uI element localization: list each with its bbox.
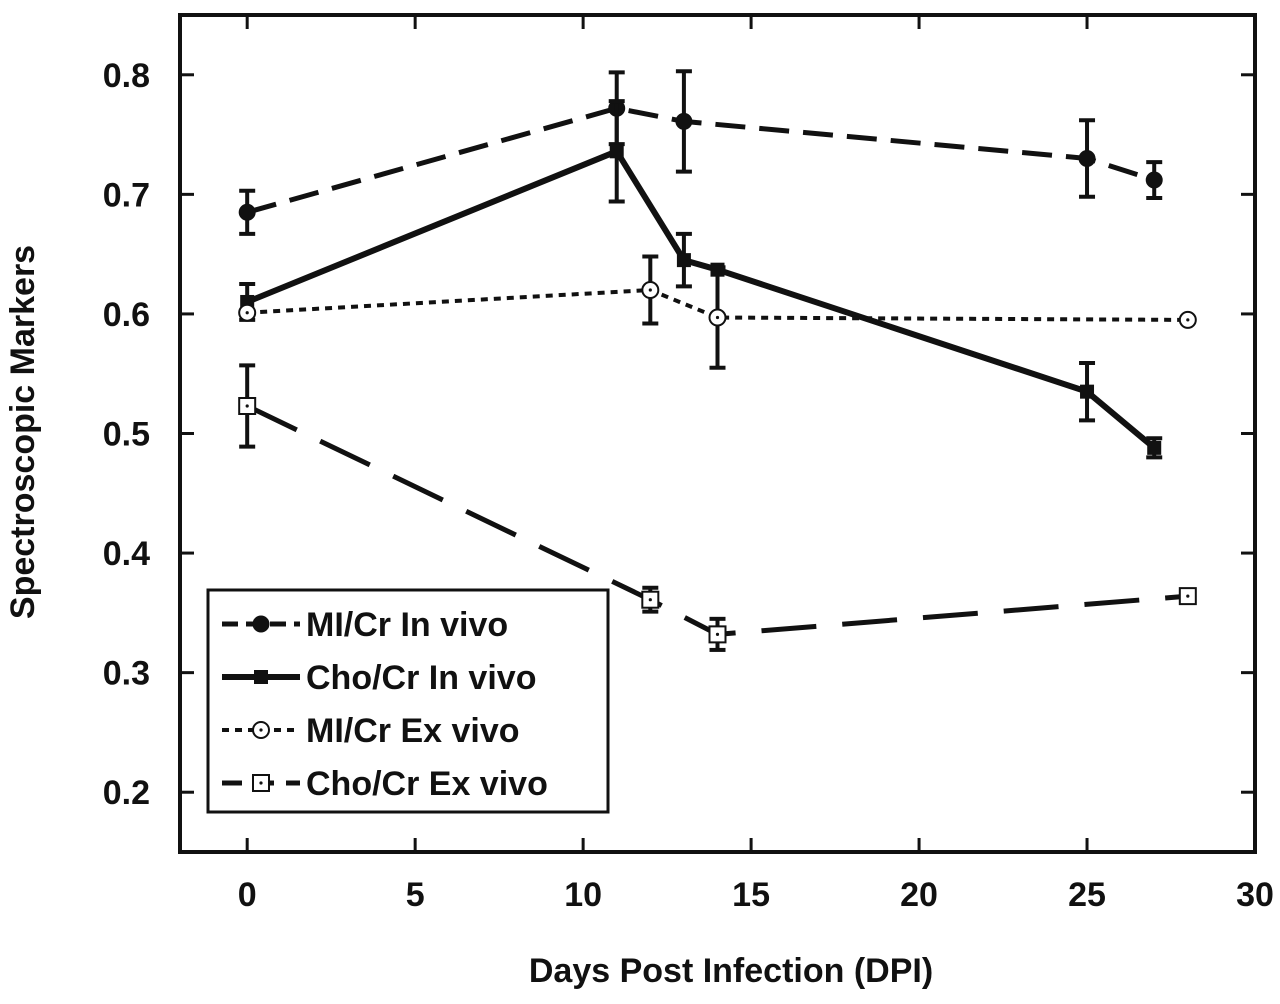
series-layer (238, 69, 1197, 652)
x-tick-label-4: 20 (900, 876, 938, 914)
data-point-1-4 (1080, 384, 1095, 399)
series-3 (238, 363, 1197, 652)
x-tick-label-0: 0 (238, 876, 257, 914)
data-point-2-1 (641, 281, 660, 300)
x-tick-label-3: 15 (732, 876, 770, 914)
legend-marker-0 (252, 615, 270, 633)
data-point-1-1 (609, 144, 624, 159)
x-axis-title: Days Post Infection (DPI) (529, 952, 933, 990)
data-point-3-3 (1178, 587, 1197, 606)
data-point-3-1 (641, 590, 660, 609)
data-point-3-2-dot (715, 632, 720, 636)
y-tick-label-2: 0.4 (103, 535, 150, 573)
x-tick-label-5: 25 (1068, 876, 1106, 914)
x-tick-label-2: 10 (564, 876, 602, 914)
legend-marker-3 (252, 774, 270, 792)
legend-box (206, 588, 610, 814)
data-point-2-0 (238, 303, 257, 322)
data-point-2-1-dot (648, 288, 652, 292)
legend-label-3: Cho/Cr Ex vivo (306, 765, 548, 803)
data-point-3-1-dot (648, 598, 652, 602)
data-point-3-0-dot (245, 404, 249, 408)
y-tick-label-6: 0.8 (103, 57, 150, 95)
series-line-1 (246, 148, 1157, 451)
data-point-2-0-dot (245, 311, 249, 315)
y-tick-label-1: 0.3 (103, 655, 150, 693)
data-point-2-3 (1178, 310, 1197, 329)
x-tick-label-6: 30 (1236, 876, 1274, 914)
data-point-0-4 (1145, 171, 1163, 189)
data-point-3-0 (238, 396, 257, 415)
y-tick-label-5: 0.7 (103, 176, 150, 214)
data-point-2-3-dot (1186, 318, 1190, 322)
legend-marker-1 (254, 670, 268, 684)
data-point-3-2 (708, 625, 727, 644)
axis-ticks: 0 5 10 15 20 25 30 0.2 0.3 0.4 0.5 0.6 0.7 0.8 (103, 15, 1274, 914)
y-tick-label-0: 0.2 (103, 774, 150, 812)
data-point-0-0 (238, 203, 256, 221)
legend-label-1: Cho/Cr In vivo (306, 659, 536, 697)
legend-label-2: MI/Cr Ex vivo (306, 712, 520, 750)
y-tick-label-3: 0.5 (103, 416, 150, 454)
data-point-2-2-dot (715, 315, 720, 320)
series-line-2 (247, 288, 1188, 322)
data-point-0-2 (675, 112, 693, 130)
data-point-1-5 (1147, 440, 1162, 455)
data-point-2-2 (708, 308, 727, 327)
legend-marker-2-dot (259, 728, 263, 732)
series-2 (238, 254, 1197, 370)
series-line-0 (246, 105, 1155, 215)
data-point-0-3 (1078, 149, 1096, 167)
x-tick-label-1: 5 (406, 876, 425, 914)
data-point-3-3-dot (1186, 594, 1190, 598)
data-point-1-2 (676, 253, 691, 268)
legend-marker-2 (252, 721, 270, 739)
y-axis-title: Spectroscopic Markers (4, 245, 42, 619)
legend: MI/Cr In vivo Cho/Cr In vivo MI/Cr Ex vivo… (206, 588, 610, 814)
legend-label-0: MI/Cr In vivo (306, 606, 508, 644)
series-line-3 (246, 403, 1189, 637)
legend-marker-3-dot (259, 781, 263, 785)
series-0 (238, 69, 1163, 236)
y-tick-label-4: 0.6 (103, 296, 150, 334)
